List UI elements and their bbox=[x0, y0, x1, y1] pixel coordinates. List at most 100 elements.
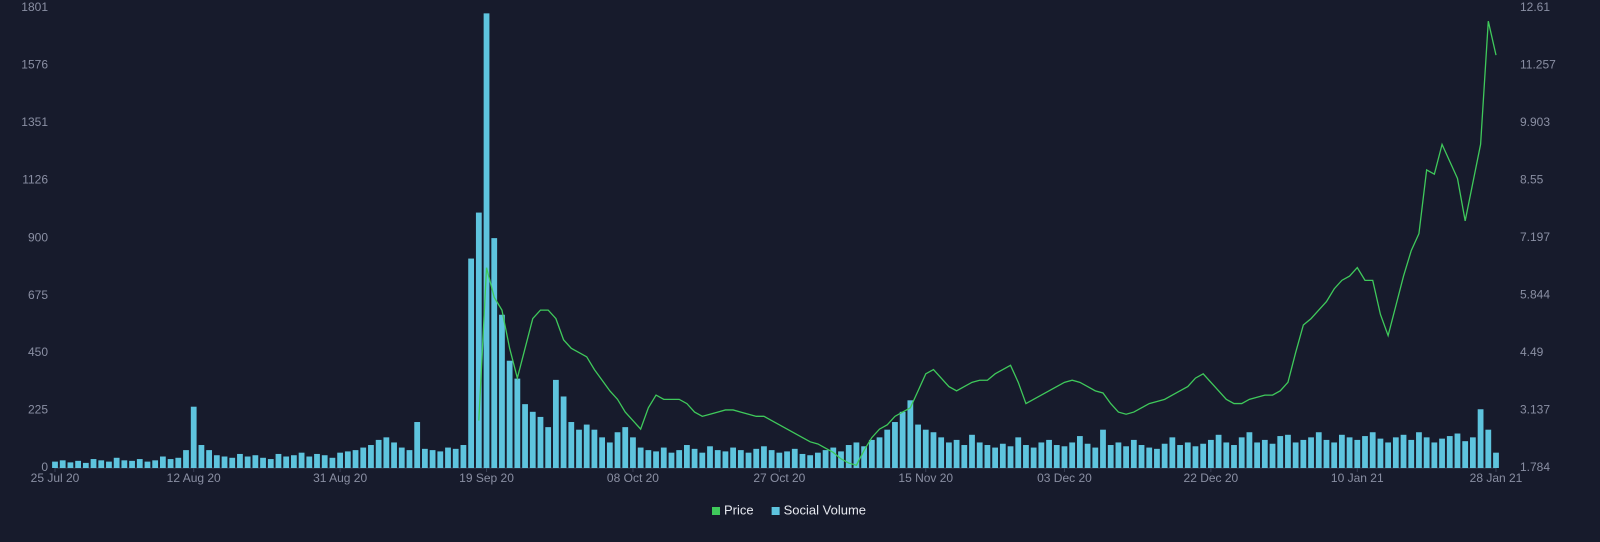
volume-bar bbox=[67, 462, 74, 468]
volume-bar bbox=[90, 459, 97, 468]
volume-bar bbox=[483, 13, 490, 469]
x-tick-label: 25 Jul 20 bbox=[31, 471, 80, 485]
volume-bar bbox=[899, 411, 906, 468]
volume-bar bbox=[1446, 436, 1453, 468]
volume-bar bbox=[1215, 434, 1222, 468]
volume-bar bbox=[714, 450, 721, 468]
y-tick-label: 1126 bbox=[22, 173, 48, 187]
volume-bar bbox=[1084, 443, 1091, 468]
volume-bar bbox=[52, 461, 58, 468]
volume-bar bbox=[1369, 432, 1376, 468]
y-tick-label: 450 bbox=[28, 345, 48, 359]
y-tick-label: 1576 bbox=[21, 58, 48, 72]
volume-bar bbox=[1200, 443, 1207, 468]
volume-bar bbox=[136, 459, 143, 468]
volume-bar bbox=[799, 453, 806, 468]
volume-bar bbox=[545, 427, 552, 468]
volume-bar bbox=[1269, 443, 1276, 468]
volume-bar bbox=[537, 416, 544, 468]
volume-bar bbox=[329, 457, 336, 468]
volume-bar bbox=[306, 456, 313, 468]
volume-bar bbox=[1123, 446, 1130, 468]
volume-bar bbox=[275, 453, 282, 468]
y2-tick-label: 9.903 bbox=[1520, 115, 1550, 129]
y-tick-label: 1351 bbox=[21, 115, 48, 129]
volume-bar bbox=[876, 437, 883, 468]
volume-bar bbox=[1300, 439, 1307, 468]
volume-bar bbox=[59, 460, 66, 468]
volume-bar bbox=[1439, 438, 1445, 468]
volume-bar bbox=[445, 447, 451, 468]
price-line bbox=[478, 21, 1497, 466]
volume-bar bbox=[614, 432, 621, 468]
legend-swatch bbox=[712, 507, 720, 515]
volume-bar bbox=[1223, 442, 1230, 468]
volume-bar bbox=[1292, 442, 1299, 468]
volume-bar bbox=[1338, 434, 1345, 468]
y-tick-label: 225 bbox=[28, 403, 48, 417]
volume-bar bbox=[722, 451, 729, 468]
volume-bar bbox=[437, 451, 444, 468]
volume-bar bbox=[514, 378, 521, 468]
volume-bar bbox=[406, 450, 413, 468]
y2-tick-label: 1.784 bbox=[1520, 460, 1550, 474]
volume-bar bbox=[953, 439, 960, 468]
volume-bar bbox=[522, 404, 528, 468]
volume-bar bbox=[599, 437, 606, 468]
volume-bar bbox=[1431, 442, 1438, 468]
volume-bar bbox=[491, 238, 498, 468]
volume-bar bbox=[568, 422, 575, 468]
volume-bar bbox=[1354, 439, 1361, 468]
x-tick-label: 19 Sep 20 bbox=[459, 471, 514, 485]
volume-bar bbox=[1308, 437, 1314, 468]
volume-bar bbox=[159, 456, 166, 468]
volume-bar bbox=[745, 452, 752, 468]
volume-bar bbox=[1076, 436, 1083, 468]
volume-bar bbox=[830, 447, 837, 468]
volume-bar bbox=[822, 450, 829, 468]
volume-bar bbox=[737, 450, 744, 468]
volume-bar bbox=[1169, 437, 1176, 468]
volume-bar bbox=[1315, 432, 1322, 468]
volume-bar bbox=[321, 455, 328, 468]
volume-bar bbox=[791, 448, 798, 468]
volume-bar bbox=[922, 429, 929, 468]
volume-bar bbox=[776, 452, 783, 468]
volume-bar bbox=[1138, 445, 1145, 468]
y-tick-label: 900 bbox=[28, 230, 48, 244]
volume-bar bbox=[183, 450, 189, 468]
legend-swatch bbox=[771, 507, 780, 515]
volume-bar bbox=[1469, 437, 1476, 468]
x-tick-label: 15 Nov 20 bbox=[898, 471, 953, 485]
volume-bar bbox=[552, 379, 559, 468]
volume-bar bbox=[1385, 442, 1392, 468]
volume-bar bbox=[229, 457, 236, 468]
volume-bar bbox=[1015, 437, 1022, 468]
volume-bar bbox=[668, 452, 675, 468]
volume-bar bbox=[683, 445, 690, 468]
volume-bar bbox=[1184, 442, 1191, 468]
volume-bar bbox=[1146, 447, 1153, 468]
volume-bar bbox=[961, 445, 968, 468]
volume-bar bbox=[391, 442, 397, 468]
x-tick-label: 31 Aug 20 bbox=[313, 471, 367, 485]
y2-tick-label: 4.49 bbox=[1520, 345, 1544, 359]
volume-bar bbox=[969, 434, 975, 468]
volume-bar bbox=[152, 460, 159, 468]
volume-bar bbox=[121, 460, 128, 468]
legend-label: Social Volume bbox=[784, 502, 866, 517]
volume-bar bbox=[606, 442, 613, 468]
volume-bar bbox=[868, 439, 875, 468]
x-tick-label: 28 Jan 21 bbox=[1470, 471, 1523, 485]
volume-bar bbox=[930, 432, 937, 468]
volume-bar bbox=[1454, 433, 1461, 468]
volume-bar bbox=[784, 451, 790, 468]
volume-bar bbox=[1107, 445, 1114, 468]
volume-bar bbox=[360, 447, 367, 468]
y2-tick-label: 3.137 bbox=[1520, 403, 1550, 417]
volume-bar bbox=[221, 456, 228, 468]
volume-bar bbox=[1377, 438, 1384, 468]
volume-bar bbox=[1046, 439, 1052, 468]
volume-bar bbox=[845, 445, 852, 468]
